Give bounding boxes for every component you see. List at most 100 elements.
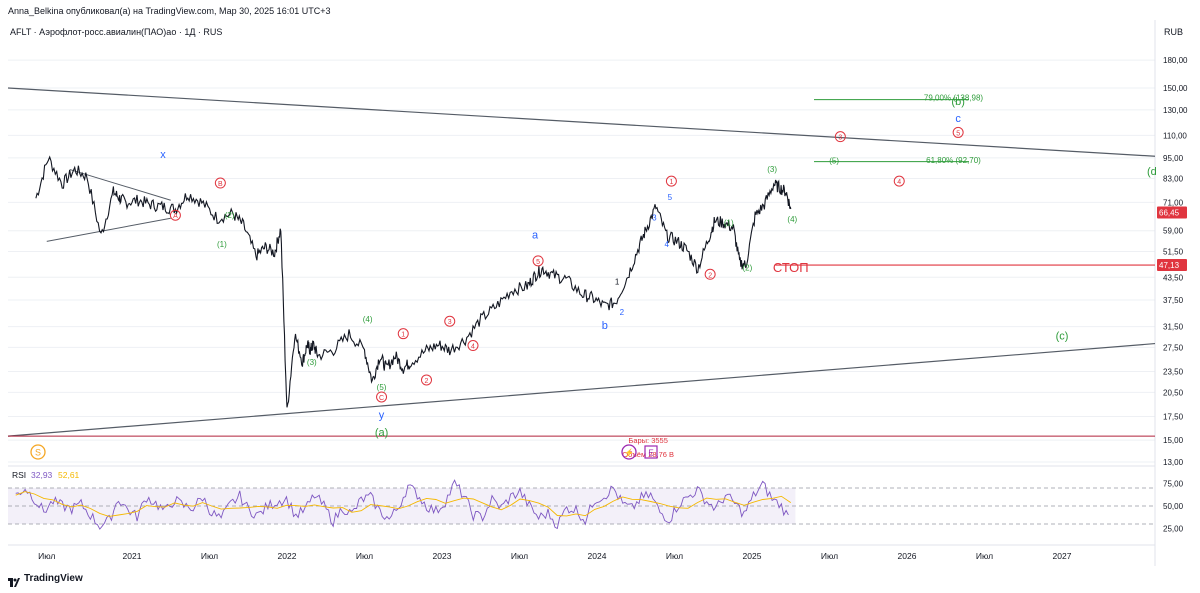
- circle-1-b: 1: [669, 179, 673, 186]
- circle-5-a: 5: [536, 259, 540, 266]
- paren-5-late: (5): [829, 157, 839, 166]
- triangle-upper-line: [7, 87, 1156, 157]
- y-tick-label: 23,50: [1163, 367, 1184, 376]
- circle-1-a: 1: [401, 332, 405, 339]
- y-tick-label: 17,50: [1163, 413, 1184, 422]
- circle-2-a-ring: [421, 374, 432, 386]
- circle-a-label-ring: [169, 209, 181, 221]
- triangle-lower-line: [7, 342, 1156, 437]
- wave-y-label: y: [379, 409, 385, 421]
- paren-5-early: (5): [377, 383, 387, 392]
- stop-price-tag: 47,13: [1159, 261, 1180, 270]
- num-5: 5: [668, 193, 673, 202]
- y-tick-label: 59,00: [1163, 227, 1184, 236]
- wave-ga-label: (a): [375, 427, 388, 439]
- volume-info: Объём 28,76 B: [622, 450, 674, 459]
- rsi-label: RSI: [12, 470, 26, 480]
- circle-2-b: 2: [708, 272, 712, 279]
- x-tick-label: 2023: [433, 551, 452, 561]
- x-tick-label: 2021: [123, 551, 142, 561]
- fib-61-label: 61,80% (92,70): [926, 156, 981, 165]
- num-3: 3: [652, 214, 657, 223]
- wave-b-label: b: [602, 320, 608, 332]
- dividend-icon: ⚡: [624, 448, 634, 458]
- circle-5-b: 5: [956, 130, 960, 137]
- rsi-tick-label: 50,00: [1163, 502, 1184, 511]
- paren-1-late: (1): [724, 219, 734, 228]
- stop-price-tag-bg: [1157, 259, 1187, 272]
- split-icon-ring: [30, 444, 46, 460]
- circle-a-label: A: [173, 213, 178, 220]
- circle-b-label-ring: [214, 177, 226, 189]
- wave-x-label: x: [160, 149, 166, 161]
- circle-3-a: 3: [448, 319, 452, 326]
- y-tick-label: 130,00: [1163, 106, 1188, 115]
- rsi-line: [15, 479, 789, 530]
- circle-1-a-ring: [397, 328, 409, 340]
- price-line: [35, 155, 792, 408]
- earnings-icon-box: [644, 445, 658, 459]
- split-icon: S: [35, 448, 41, 458]
- circle-3-a-ring: [444, 315, 456, 327]
- paren-3-late: (3): [767, 165, 777, 174]
- y-tick-label: 83,00: [1163, 174, 1184, 183]
- paren-4-late: (4): [787, 215, 797, 224]
- circle-4-b-ring: [893, 175, 905, 187]
- num-1: 1: [615, 277, 620, 286]
- paren-2-early: (2): [225, 211, 235, 220]
- y-tick-label: 31,50: [1163, 323, 1184, 332]
- x-tick-label: Июл: [356, 551, 373, 561]
- num-4: 4: [665, 240, 670, 249]
- circle-2-b-ring: [704, 268, 716, 280]
- circle-c-label: C: [379, 395, 384, 402]
- x-tick-label: Июл: [821, 551, 838, 561]
- x-tick-label: 2027: [1053, 551, 1072, 561]
- circle-c-label-ring: [376, 391, 388, 403]
- x-tick-label: 2025: [743, 551, 762, 561]
- x-tick-label: 2026: [898, 551, 917, 561]
- y-tick-label: 51,50: [1163, 247, 1184, 256]
- y-tick-label: 15,00: [1163, 436, 1184, 445]
- circle-b-label: B: [218, 181, 223, 188]
- y-tick-label: 20,50: [1163, 388, 1184, 397]
- last-price-tag: 66,45: [1159, 209, 1180, 218]
- circle-3-b-ring: [834, 131, 846, 143]
- wave-gc-label: (c): [1056, 330, 1069, 342]
- wedge-lower-line: [46, 217, 171, 242]
- wave-gd-label: (d: [1147, 166, 1157, 178]
- fib-79-label: 79,00% (138,98): [924, 94, 983, 103]
- wave-gb-label: (b): [951, 96, 964, 108]
- circle-1-b-ring: [665, 175, 677, 187]
- y-tick-label: 37,50: [1163, 296, 1184, 305]
- tradingview-brand[interactable]: TradingView: [24, 573, 83, 584]
- x-tick-label: Июл: [201, 551, 218, 561]
- currency-label[interactable]: RUB: [1164, 27, 1184, 37]
- x-tick-label: Июл: [511, 551, 528, 561]
- rsi-tick-label: 75,00: [1163, 480, 1184, 489]
- symbol-title[interactable]: AFLT · Аэрофлот-росс.авиалин(ПАО)ао · 1Д…: [10, 27, 223, 37]
- circle-2-a: 2: [425, 378, 429, 385]
- x-tick-label: 2022: [278, 551, 297, 561]
- rsi-ma-line: [15, 491, 792, 517]
- tradingview-logo-icon[interactable]: [8, 574, 20, 587]
- y-tick-label: 13,00: [1163, 458, 1184, 467]
- y-tick-label: 27,50: [1163, 343, 1184, 352]
- num-2: 2: [620, 308, 625, 317]
- circle-5-b-ring: [952, 126, 964, 138]
- wave-c-label: c: [955, 113, 961, 125]
- y-tick-label: 43,50: [1163, 273, 1184, 282]
- y-tick-label: 150,00: [1163, 84, 1188, 93]
- y-tick-label: 110,00: [1163, 131, 1187, 140]
- paren-4-early: (4): [363, 315, 373, 324]
- circle-4-a: 4: [471, 344, 475, 351]
- rsi-value: 32,93: [31, 470, 53, 480]
- circle-5-a-ring: [532, 255, 544, 267]
- paren-3-early: (3): [307, 358, 317, 367]
- y-tick-label: 180,00: [1163, 56, 1188, 65]
- circle-4-a-ring: [467, 340, 479, 352]
- dividend-icon-ring: [621, 444, 637, 460]
- wave-a-label: a: [532, 230, 539, 242]
- y-tick-label: 95,00: [1163, 154, 1184, 163]
- earnings-icon: E: [648, 449, 653, 458]
